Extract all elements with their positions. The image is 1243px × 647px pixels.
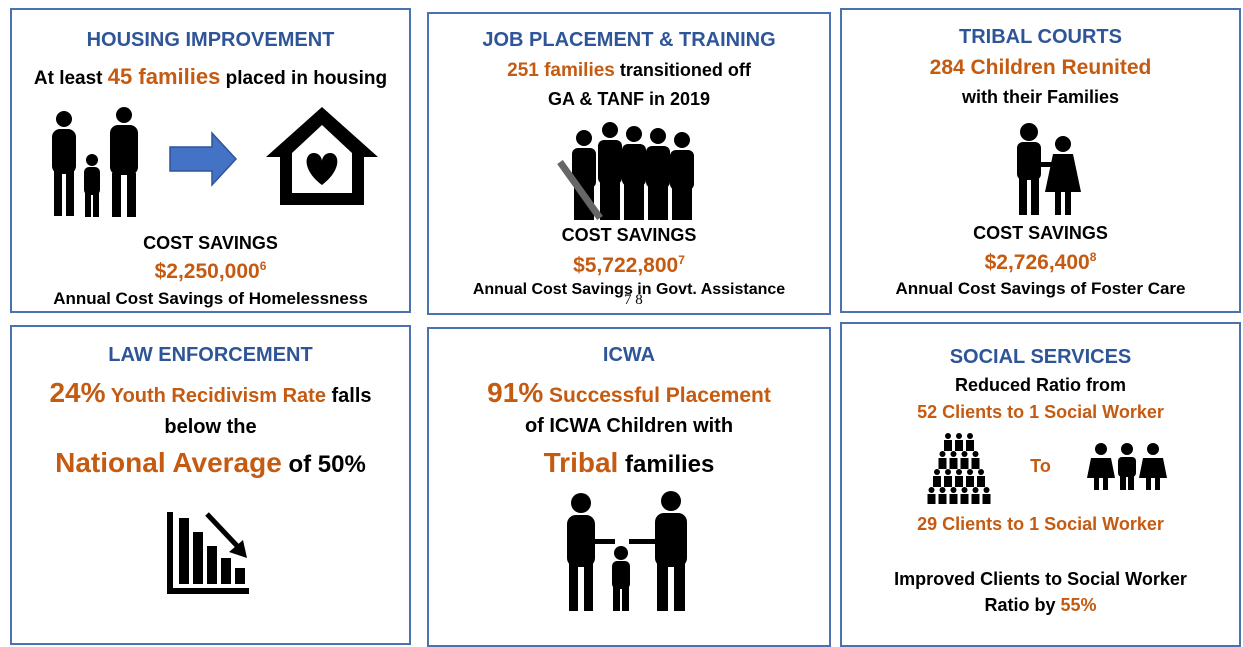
highlight: 52 Clients to 1 Social Worker bbox=[917, 402, 1164, 422]
headline: 251 families transitioned off bbox=[429, 61, 829, 80]
panel-title: HOUSING IMPROVEMENT bbox=[86, 29, 335, 51]
highlight: To bbox=[1030, 456, 1051, 476]
text: At least bbox=[33, 68, 108, 89]
cost: $5,722,8007 bbox=[429, 254, 829, 276]
crowd-icon bbox=[927, 433, 991, 504]
text-line: Improved Clients to Social Worker bbox=[894, 569, 1187, 589]
text-line: Reduced Ratio from bbox=[954, 375, 1127, 395]
cost-label: COST SAVINGS bbox=[561, 225, 697, 245]
footnote: 7 bbox=[678, 253, 685, 267]
children-icon bbox=[1017, 123, 1081, 215]
caption: Annual Cost Savings of Foster Care bbox=[895, 279, 1186, 298]
panel: TRIBAL COURTS 284 Children Reunited with… bbox=[840, 8, 1241, 313]
panel: ICWA 91% Successful Placement of ICWA Ch… bbox=[427, 327, 831, 647]
caption: Annual Cost Savings of Homelessness bbox=[53, 289, 368, 308]
text: transitioned off bbox=[614, 60, 751, 80]
headline: GA & TANF in 2019 bbox=[547, 89, 711, 109]
text-line: Ratio by 55% bbox=[842, 596, 1239, 614]
text: Ratio by bbox=[984, 595, 1061, 615]
footnote: 8 bbox=[1089, 250, 1097, 264]
panel: LAW ENFORCEMENT 24% Youth Recidivism Rat… bbox=[10, 325, 411, 645]
cost-label: COST SAVINGS bbox=[143, 233, 278, 253]
family-to-house-icon bbox=[52, 107, 378, 217]
stray-text: 7 8 bbox=[624, 292, 643, 308]
panel-title: TRIBAL COURTS bbox=[959, 26, 1122, 48]
headline: with their Families bbox=[961, 87, 1120, 107]
text: placed in housing bbox=[220, 68, 388, 89]
highlight: National Average bbox=[55, 447, 282, 478]
cost-value: $2,250,000 bbox=[154, 260, 260, 283]
text: families bbox=[618, 451, 715, 478]
panel: SOCIAL SERVICES Reduced Ratio from 52 Cl… bbox=[840, 322, 1241, 647]
panel-title: SOCIAL SERVICES bbox=[949, 346, 1132, 368]
headline: 91% Successful Placement bbox=[429, 379, 829, 407]
page: {"panels": [ {"title": "HOUSING IMPROVEM… bbox=[10, 8, 1241, 647]
decline-chart-icon bbox=[167, 512, 249, 594]
highlight: 45 families bbox=[107, 64, 221, 89]
headline: Tribal families bbox=[429, 449, 829, 477]
highlight: 55% bbox=[1060, 595, 1097, 615]
headline: 24% Youth Recidivism Rate falls bbox=[12, 379, 409, 407]
text: of 50% bbox=[281, 451, 366, 478]
panel-title: ICWA bbox=[602, 344, 656, 366]
headline: below the bbox=[164, 416, 257, 438]
headline: National Average of 50% bbox=[12, 449, 409, 477]
panel-title: LAW ENFORCEMENT bbox=[108, 344, 313, 366]
cost: $2,250,0006 bbox=[12, 260, 409, 282]
caption: Annual Cost Savings in Govt. Assistance bbox=[472, 281, 786, 298]
highlight: 91% bbox=[487, 377, 544, 408]
panel: JOB PLACEMENT & TRAINING 251 families tr… bbox=[427, 12, 831, 315]
panel-title: JOB PLACEMENT & TRAINING bbox=[482, 29, 776, 51]
family-icon bbox=[567, 491, 687, 611]
cost-value: $5,722,800 bbox=[573, 254, 679, 277]
highlight: 29 Clients to 1 Social Worker bbox=[917, 514, 1164, 534]
cost: $2,726,4008 bbox=[842, 251, 1239, 273]
text: falls bbox=[325, 385, 372, 407]
panel: HOUSING IMPROVEMENT At least 45 families… bbox=[10, 8, 411, 313]
highlight: 251 families bbox=[507, 60, 615, 81]
highlight: Successful Placement bbox=[543, 384, 771, 407]
cost-value: $2,726,400 bbox=[984, 251, 1090, 274]
headline: 284 Children Reunited bbox=[929, 56, 1152, 79]
footnote: 6 bbox=[259, 259, 267, 273]
highlight: Tribal bbox=[543, 447, 619, 478]
highlight: 24% bbox=[49, 377, 106, 408]
workers-icon bbox=[557, 122, 694, 221]
small-group-icon bbox=[1087, 443, 1167, 490]
highlight: Youth Recidivism Rate bbox=[105, 385, 326, 407]
headline: At least 45 families placed in housing bbox=[12, 64, 409, 89]
headline: of ICWA Children with bbox=[524, 415, 734, 437]
cost-label: COST SAVINGS bbox=[973, 223, 1108, 243]
